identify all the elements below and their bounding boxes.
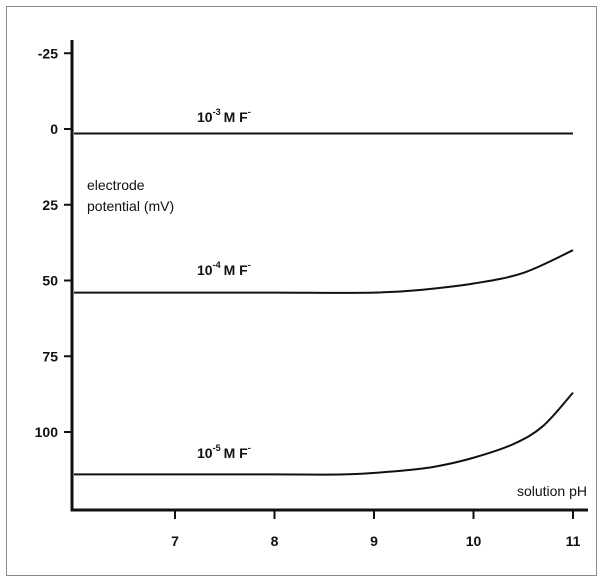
series-line [74,391,574,476]
y-axis-title-line: potential (mV) [87,198,174,214]
x-tick-label: 7 [171,533,179,549]
series-label: 10-3 M F- [197,107,251,125]
x-axis-title: solution pH [517,483,587,499]
series-label: 10-4 M F- [197,260,251,278]
x-tick-label: 10 [466,533,482,549]
y-tick-label: 0 [50,121,58,137]
series-group [73,132,574,476]
labels-group: -25 0 25 50 75 100 7 8 9 10 11 solution pH electrode… [35,45,587,549]
y-tick-label: 75 [42,348,58,364]
y-tick-label: 25 [42,197,58,213]
x-tick-label: 9 [370,533,378,549]
x-tick-label: 11 [566,533,581,549]
axes [64,40,588,519]
chart-frame [6,6,597,576]
y-axis-title-line: electrode [87,177,145,193]
series-line [74,249,574,294]
y-axis-title: electrode potential (mV) [87,177,174,214]
x-tick-label: 8 [271,533,279,549]
y-tick-label: 100 [35,424,59,440]
y-tick-label: 50 [42,273,58,289]
series-label: 10-5 M F- [197,443,251,461]
y-tick-label: -25 [38,45,58,61]
